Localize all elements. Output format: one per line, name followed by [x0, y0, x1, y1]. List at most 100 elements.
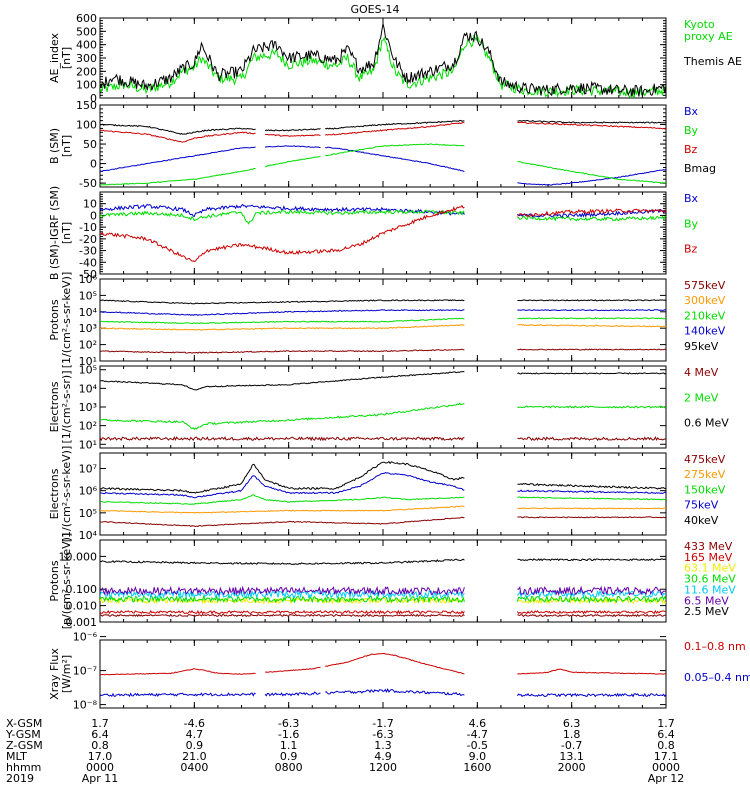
- orbit-value: 1.7: [657, 717, 675, 730]
- legend-label: 0.1–0.8 nm: [684, 640, 746, 653]
- series-line-433-mev: [100, 613, 666, 618]
- y-tick-label: 150: [76, 99, 97, 112]
- y-axis-label: Electrons[1/(cm²-s-sr-keV)]: [48, 446, 73, 543]
- orbit-row-label: Y-GSM: [5, 728, 41, 741]
- orbit-value: 4.9: [374, 750, 392, 763]
- orbit-value: -0.5: [467, 739, 488, 752]
- legend-label: 75keV: [684, 499, 719, 512]
- orbit-value: Apr 11: [82, 772, 119, 785]
- orbit-value: 4.7: [186, 728, 204, 741]
- orbit-row-label: 2019: [6, 772, 34, 785]
- legend-label: 475keV: [684, 453, 726, 466]
- orbit-value: 0000: [86, 761, 114, 774]
- series-line-by: [100, 143, 666, 186]
- legend-label: 40keV: [684, 514, 719, 527]
- y-axis-label: Protons[1/(cm²-s-sr-keV)]: [48, 272, 73, 369]
- orbit-value: Apr 12: [648, 772, 685, 785]
- y-tick-label: 10⁻⁸: [73, 699, 98, 712]
- y-axis-label-line: [nT]: [60, 222, 73, 244]
- series-line-2-mev: [100, 402, 666, 430]
- orbit-value: 1.1: [280, 739, 298, 752]
- orbit-value: 0800: [275, 761, 303, 774]
- series-line-475kev: [100, 516, 666, 528]
- y-tick-label: 10³: [79, 401, 97, 414]
- y-tick-label: 0.010: [66, 600, 98, 613]
- orbit-value: 6.4: [657, 728, 675, 741]
- series-line-210kev: [100, 317, 666, 325]
- series-line-kyoto-proxy-ae: [100, 33, 666, 98]
- y-tick-label: 10⁵: [79, 364, 97, 377]
- legend-label: 210keV: [684, 309, 726, 322]
- legend-label: By: [684, 217, 699, 230]
- legend-label: 30.6 MeV: [684, 573, 736, 586]
- panel-frame: [99, 452, 667, 536]
- y-tick-label: -50: [79, 177, 97, 190]
- y-tick-label: 0: [90, 92, 97, 105]
- orbit-value: 4.6: [469, 717, 487, 730]
- panel-frame: [99, 539, 667, 623]
- y-tick-label: 10⁴: [79, 306, 98, 319]
- y-axis-label-line: Electrons: [48, 381, 61, 432]
- y-tick-label: 10⁵: [79, 289, 97, 302]
- y-tick-label: 600: [76, 12, 97, 25]
- y-axis-label-line: Protons: [48, 299, 61, 340]
- y-tick-label: 10⁻⁶: [73, 631, 98, 644]
- legend-label: 275keV: [684, 468, 726, 481]
- orbit-value: 1200: [369, 761, 397, 774]
- series-line-150kev: [100, 494, 666, 505]
- series-line-95kev: [100, 299, 666, 305]
- y-tick-label: 100: [76, 79, 97, 92]
- y-tick-label: -40: [79, 256, 97, 269]
- series-line-bmag: [100, 119, 666, 135]
- y-axis-label: B (SM)-IGRF (SM)[nT]: [48, 186, 73, 280]
- series-line-by: [100, 209, 666, 225]
- orbit-value: -4.6: [184, 717, 205, 730]
- y-tick-label: 500: [76, 25, 97, 38]
- y-tick-label: 10¹: [79, 438, 97, 451]
- chart-title: GOES-14: [350, 3, 399, 16]
- panel-protons_low: 10¹ 10² 10³ 10⁴ 10⁵ 10⁶ Protons[1/(cm²-s-sr-ke…: [48, 272, 726, 369]
- y-tick-label: 10⁶: [79, 273, 98, 286]
- legend-label: Themis AE: [683, 55, 742, 68]
- series-line-40kev: [100, 460, 666, 494]
- y-tick-label: 10²: [79, 420, 97, 433]
- series-line-4-mev: [100, 436, 666, 442]
- orbit-value: -4.7: [467, 728, 488, 741]
- series-line-165-mev: [100, 609, 666, 615]
- orbit-value: 1.3: [374, 739, 392, 752]
- orbit-value: 0.9: [280, 750, 298, 763]
- y-tick-label: 10⁵: [79, 507, 97, 520]
- orbit-value: 2000: [558, 761, 586, 774]
- legend-label: 95keV: [684, 340, 719, 353]
- legend-label: 433 MeV: [684, 540, 733, 553]
- series-line-63-1-mev: [100, 596, 666, 605]
- legend-label: Bz: [684, 143, 698, 156]
- y-tick-label: 10³: [79, 322, 97, 335]
- y-axis-label-line: Xray Flux: [48, 648, 61, 700]
- legend-label: Bz: [684, 243, 698, 256]
- y-tick-label: 100: [76, 119, 97, 132]
- orbit-value: 0.8: [657, 739, 675, 752]
- series-line-140kev: [100, 309, 666, 316]
- y-tick-label: 10⁴: [79, 529, 98, 542]
- series-line-0-1-0-8-nm: [100, 652, 666, 676]
- panel-frame: [99, 278, 667, 362]
- legend-label: 300keV: [684, 294, 726, 307]
- y-tick-label: -10: [79, 221, 97, 234]
- legend-label: 4 MeV: [684, 366, 719, 379]
- series-line-6-5-mev: [100, 585, 666, 597]
- legend-label: 11.6 MeV: [684, 583, 736, 596]
- y-tick-label: 0.100: [66, 583, 98, 596]
- orbit-value: -1.7: [372, 717, 393, 730]
- orbit-value: 9.0: [469, 750, 487, 763]
- legend-label: 150keV: [684, 483, 726, 496]
- panel-electrons_kev: 10⁴ 10⁵ 10⁶ 10⁷ Electrons[1/(cm²-s-sr-keV)] 4…: [48, 446, 726, 543]
- y-axis-label-line: [W/m²]: [60, 655, 73, 693]
- orbit-value: 1600: [463, 761, 491, 774]
- legend-label: 0.6 MeV: [684, 417, 729, 430]
- legend-label: 63.1 MeV: [684, 562, 736, 575]
- series-line-bz: [100, 121, 666, 143]
- y-axis-label-line: [nT]: [60, 135, 73, 157]
